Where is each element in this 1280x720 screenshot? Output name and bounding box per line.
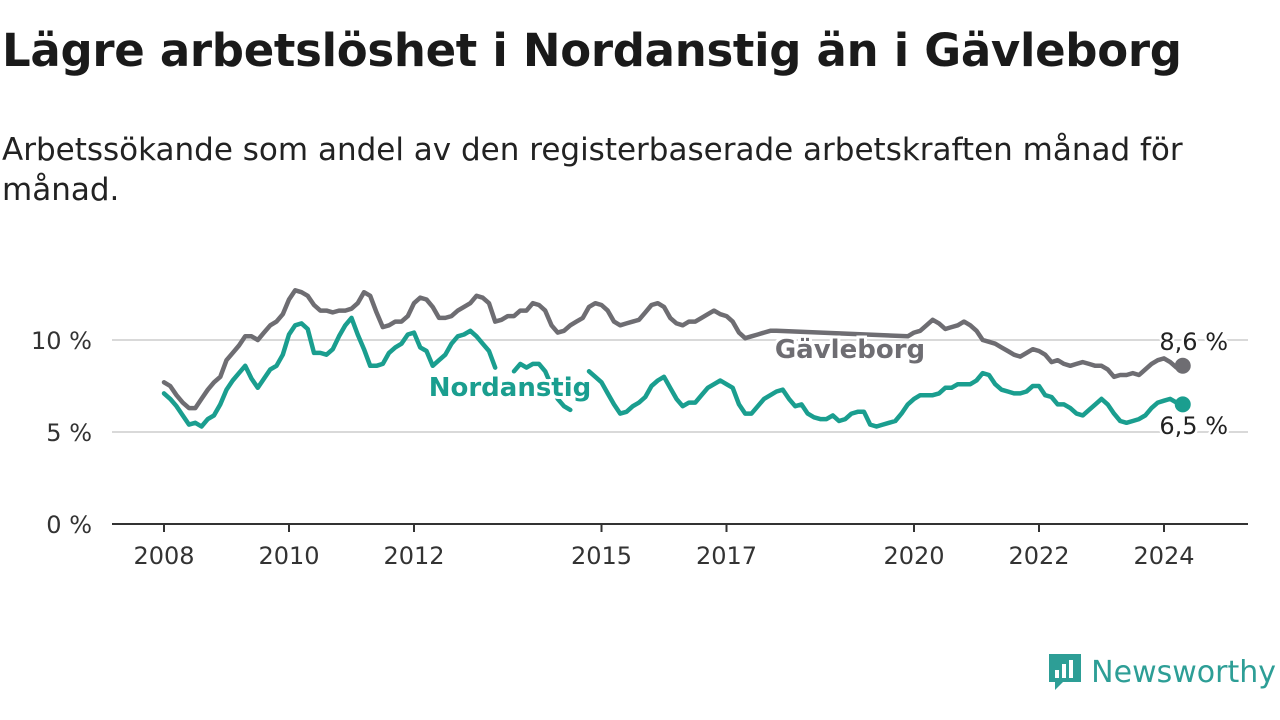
end-value-label: 6,5 % xyxy=(1159,412,1228,440)
newsworthy-logo-icon xyxy=(1049,654,1082,690)
series-line-nordanstig xyxy=(161,315,1185,429)
end-value-label: 8,6 % xyxy=(1159,328,1228,356)
brand-name: Newsworthy xyxy=(1091,654,1276,690)
x-tick-label: 2008 xyxy=(133,542,194,570)
x-tick-label: 2020 xyxy=(883,542,944,570)
x-tick-label: 2012 xyxy=(383,542,444,570)
series-end-marker xyxy=(1174,396,1191,413)
brand: Newsworthy xyxy=(1047,652,1276,692)
x-tick-label: 2022 xyxy=(1008,542,1069,570)
y-tick-label: 10 % xyxy=(31,327,92,355)
series-label: Nordanstig xyxy=(429,373,592,403)
y-tick-label: 0 % xyxy=(46,511,92,539)
x-tick-label: 2015 xyxy=(571,542,632,570)
x-tick-label: 2017 xyxy=(696,542,757,570)
series-end-marker xyxy=(1174,357,1191,374)
x-tick-label: 2010 xyxy=(258,542,319,570)
series-line-gavleborg xyxy=(161,288,1185,411)
series-label: Gävleborg xyxy=(775,335,925,365)
x-tick-label: 2024 xyxy=(1133,542,1194,570)
page-title: Lägre arbetslöshet i Nordanstig än i Gäv… xyxy=(2,24,1182,77)
y-tick-label: 5 % xyxy=(46,419,92,447)
chart-subtitle: Arbetssökande som andel av den registerb… xyxy=(2,132,1183,208)
